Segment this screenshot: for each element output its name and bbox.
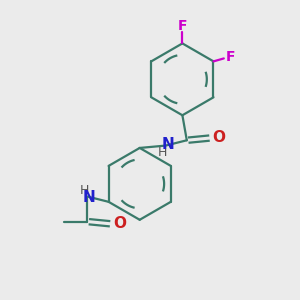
Text: O: O — [113, 216, 126, 231]
Text: H: H — [158, 146, 167, 159]
Text: H: H — [80, 184, 89, 196]
Text: O: O — [213, 130, 226, 146]
Text: N: N — [83, 190, 96, 206]
Text: F: F — [178, 19, 187, 33]
Text: N: N — [161, 136, 174, 152]
Text: F: F — [226, 50, 235, 64]
